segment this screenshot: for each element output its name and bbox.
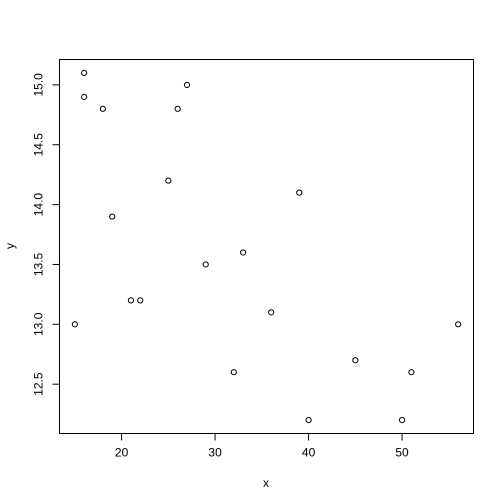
data-point (137, 297, 144, 304)
data-point (305, 416, 312, 424)
x-tick-label: 30 (208, 446, 222, 460)
y-tick-label: 14.5 (32, 133, 46, 157)
data-point (81, 69, 88, 77)
y-axis: 12.5 13.0 13.5 14.0 14.5 15.0 (32, 73, 60, 396)
data-point (352, 357, 359, 364)
data-point (99, 105, 106, 112)
data-point (398, 416, 406, 424)
y-tick-label: 12.5 (32, 372, 46, 396)
data-point (240, 249, 247, 256)
y-axis-label: y (3, 243, 17, 249)
y-tick-label: 13.5 (32, 252, 46, 276)
data-point (455, 321, 462, 328)
y-tick-label: 13.0 (32, 312, 46, 336)
data-points (71, 69, 462, 424)
x-tick-label: 50 (395, 446, 409, 460)
data-point (127, 297, 135, 304)
x-axis: 20 30 40 50 (115, 433, 409, 460)
data-point (296, 189, 303, 196)
data-point (71, 321, 78, 328)
data-point (81, 93, 88, 100)
data-point (408, 369, 415, 376)
data-point (165, 177, 172, 184)
x-tick-label: 40 (302, 446, 316, 460)
data-point (174, 105, 181, 112)
y-tick-label: 15.0 (32, 73, 46, 97)
data-point (230, 369, 237, 376)
x-axis-label: x (263, 476, 269, 490)
plot-box (59, 59, 474, 434)
data-point (109, 213, 116, 220)
data-point (268, 309, 275, 316)
y-tick-label: 14.0 (32, 193, 46, 217)
data-point (183, 81, 191, 88)
x-tick-label: 20 (115, 446, 129, 460)
data-point (202, 261, 209, 268)
